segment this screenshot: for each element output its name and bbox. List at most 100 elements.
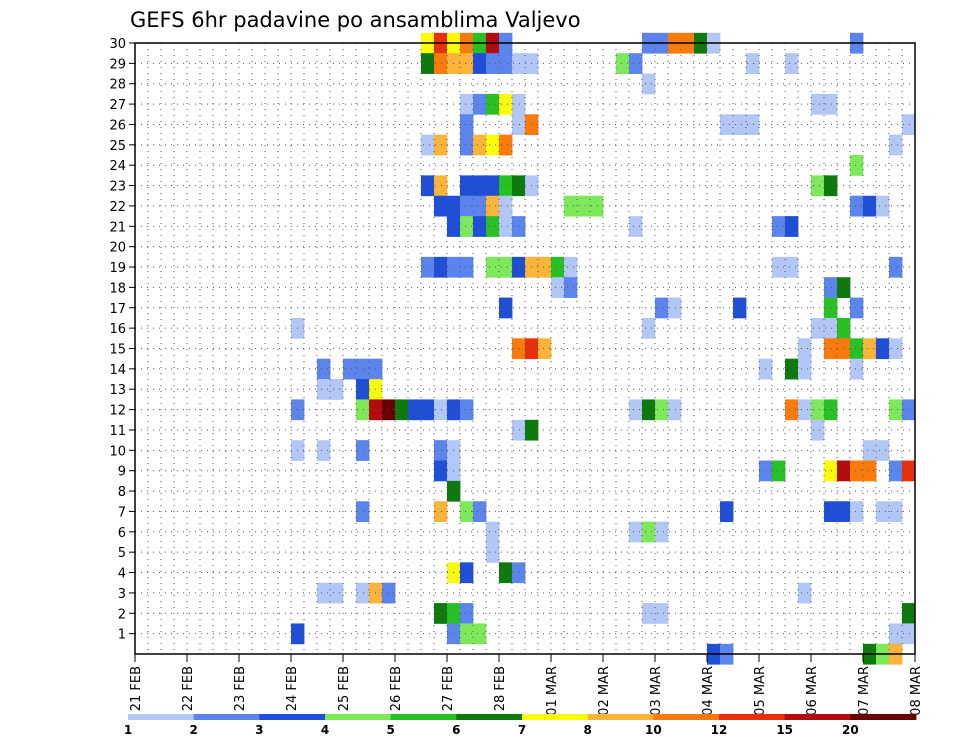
colorbar-swatch (719, 714, 786, 720)
x-tick-label: 06 MAR (805, 666, 820, 716)
precip-cell-member-19-step-31 (538, 256, 552, 278)
precip-cell-member-12-step-21 (408, 399, 422, 421)
colorbar-swatch (653, 714, 720, 720)
y-tick-label: 26 (109, 118, 126, 133)
precip-cell-member-27-step-52 (811, 93, 825, 115)
precip-cell-member-27-step-28 (499, 93, 513, 115)
y-tick-label: 25 (109, 139, 126, 154)
precip-cell-member-23-step-26 (473, 175, 487, 197)
colorbar-swatch (522, 714, 589, 720)
y-tick-label: 7 (118, 505, 126, 520)
colorbar-swatch (128, 714, 195, 720)
precip-cell-member-26-step-47 (746, 114, 760, 136)
y-tick-label: 8 (118, 485, 126, 500)
precip-cell-member-14-step-50 (785, 358, 799, 380)
precip-cell-member-19-step-49 (772, 256, 786, 278)
precip-cell-member-3-step-51 (798, 582, 812, 604)
precip-cell-member-12-step-25 (460, 399, 474, 421)
precip-cell-member-12-step-39 (642, 399, 656, 421)
precip-cell-member-29-step-28 (499, 53, 513, 74)
precip-cell-member-4-step-25 (460, 562, 474, 584)
precip-cell-member-13-step-15 (330, 379, 344, 400)
precip-cell-member-27-step-29 (512, 93, 526, 115)
precip-cell-member-1-step-58 (889, 623, 903, 645)
gridlines (135, 42, 915, 654)
y-tick-label: 11 (109, 424, 126, 439)
precip-cell-member-26-step-25 (460, 114, 474, 136)
precip-cell-member-21-step-50 (785, 216, 799, 237)
colorbar-swatch (850, 714, 917, 720)
precip-cell-member-15-step-53 (824, 338, 838, 360)
precip-cell-member-23-step-22 (421, 175, 435, 197)
y-tick-label: 4 (118, 567, 126, 582)
precip-cell-member-14-step-16 (343, 358, 357, 380)
precip-cell-member-15-step-57 (876, 338, 890, 360)
precip-cell-member-12-step-19 (382, 399, 396, 421)
precip-cell-member-9-step-53 (824, 460, 838, 482)
precip-cell-member-10-step-57 (876, 440, 890, 461)
x-tick-label: 26 FEB (389, 666, 404, 711)
precip-cell-member-2-step-25 (460, 603, 474, 624)
precip-cell-member-6-step-27 (486, 521, 500, 543)
colorbar-swatch (259, 714, 326, 720)
x-tick-label: 22 FEB (181, 666, 196, 711)
precip-cell-member-28-step-39 (642, 73, 656, 95)
precip-cell-member-6-step-38 (629, 521, 643, 543)
precip-cell-member-26-step-46 (733, 114, 747, 136)
precip-cell-member-29-step-26 (473, 53, 487, 74)
precip-cell-member-15-step-31 (538, 338, 552, 360)
precip-cell-member-12-step-23 (434, 399, 448, 421)
precip-cell-member-3-step-14 (317, 582, 331, 604)
precip-cell-member-13-step-17 (356, 379, 370, 400)
precip-cell-member-12-step-51 (798, 399, 812, 421)
y-tick-label: 17 (109, 302, 126, 317)
precip-cell-member-2-step-39 (642, 603, 656, 624)
precip-cell-member-7-step-58 (889, 501, 903, 523)
precip-cell-member-22-step-57 (876, 195, 890, 217)
precip-cell-member-25-step-27 (486, 134, 500, 156)
y-tick-label: 12 (109, 404, 126, 419)
x-tick-label: 02 MAR (597, 666, 612, 716)
precip-cell-member-2-step-40 (655, 603, 669, 624)
precip-cell-member-18-step-33 (564, 277, 578, 298)
precip-cell-member-29-step-38 (629, 53, 643, 74)
precip-cell-member-1-step-59 (902, 623, 916, 645)
precip-cell-member-12-step-50 (785, 399, 799, 421)
precip-cell-member-9-step-56 (863, 460, 877, 482)
precip-cell-member-11-step-52 (811, 419, 825, 441)
x-tick-label: 24 FEB (285, 666, 300, 711)
heatmap-cells (291, 32, 916, 665)
y-tick-label: 22 (109, 200, 126, 215)
precip-cell-member-23-step-27 (486, 175, 500, 197)
x-tick-label: 07 MAR (857, 666, 872, 716)
y-tick-label: 9 (118, 465, 126, 480)
precip-cell-member-19-step-23 (434, 256, 448, 278)
y-tick-label: 2 (118, 607, 126, 622)
precip-cell-member-7-step-23 (434, 501, 448, 523)
precip-cell-member-15-step-55 (850, 338, 864, 360)
x-tick-label: 25 FEB (337, 666, 352, 711)
precip-cell-member-16-step-53 (824, 317, 838, 339)
precip-cell-member-14-step-14 (317, 358, 331, 380)
colorbar-tick-label: 1 (124, 723, 132, 737)
precip-cell-member-10-step-17 (356, 440, 370, 461)
colorbar-swatch (456, 714, 523, 720)
x-tick-label: 05 MAR (753, 666, 768, 716)
colorbar-swatch (587, 714, 654, 720)
colorbar-tick-label: 7 (518, 723, 526, 737)
precip-cell-member-17-step-28 (499, 297, 513, 319)
y-tick-label: 13 (109, 383, 126, 398)
y-tick-label: 19 (109, 261, 126, 276)
precip-cell-member-5-step-27 (486, 541, 500, 563)
precip-cell-member-7-step-57 (876, 501, 890, 523)
axes: 1234567891011121314151617181920212223242… (109, 37, 924, 716)
precip-cell-member-22-step-56 (863, 195, 877, 217)
precip-cell-member-7-step-55 (850, 501, 864, 523)
precip-cell-member-29-step-23 (434, 53, 448, 74)
colorbar-tick-label: 4 (321, 723, 329, 737)
precip-cell-member-25-step-28 (499, 134, 513, 156)
precip-cell-member-23-step-53 (824, 175, 838, 197)
colorbar-swatch (390, 714, 457, 720)
precip-cell-member-14-step-55 (850, 358, 864, 380)
precip-cell-member-22-step-23 (434, 195, 448, 217)
